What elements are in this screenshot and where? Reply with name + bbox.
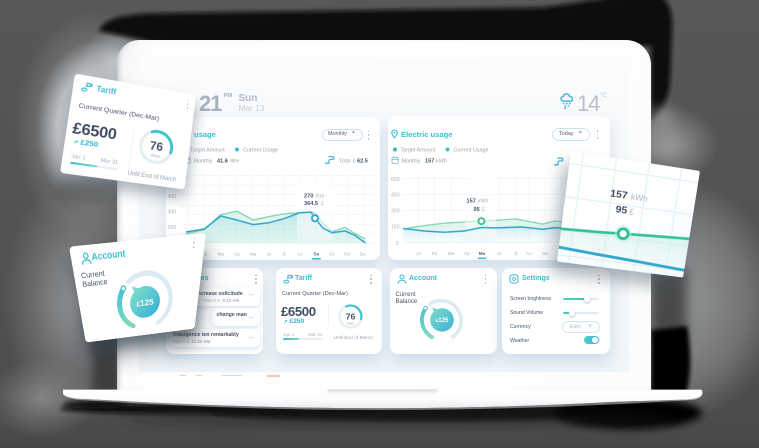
svg-text:kWh: kWh <box>630 192 648 204</box>
svg-text:Fe: Fe <box>432 251 438 256</box>
svg-text:Current Usage: Current Usage <box>243 147 278 152</box>
svg-text:£: £ <box>353 158 356 164</box>
svg-text:kWh: kWh <box>436 159 447 165</box>
svg-text:days: days <box>150 153 161 160</box>
svg-text:Se: Se <box>314 252 320 257</box>
svg-text:76: 76 <box>149 139 164 154</box>
svg-text:Oc: Oc <box>329 252 336 257</box>
svg-text:£: £ <box>629 207 636 217</box>
svg-text:Ma: Ma <box>448 251 455 256</box>
svg-text:Ap: Ap <box>464 251 470 256</box>
svg-text:Monthly: Monthly <box>194 158 213 164</box>
svg-text:Current Usage: Current Usage <box>454 147 489 152</box>
svg-text:Se: Se <box>542 251 548 256</box>
svg-text:76: 76 <box>346 311 356 321</box>
svg-text:95: 95 <box>615 203 629 217</box>
svg-text:157: 157 <box>609 187 628 202</box>
svg-text:Ma: Ma <box>479 251 486 256</box>
svg-text:De: De <box>360 252 366 257</box>
svg-text:Fe: Fe <box>202 252 208 257</box>
svg-text:Ja: Ja <box>416 251 421 256</box>
svg-text:£: £ <box>321 201 324 207</box>
svg-text:Jl: Jl <box>282 252 285 257</box>
svg-text:£: £ <box>482 207 485 213</box>
svg-text:£125: £125 <box>137 297 154 308</box>
svg-text:Total: Total <box>339 158 350 164</box>
svg-text:300: 300 <box>391 209 400 215</box>
svg-text:£125: £125 <box>436 318 449 324</box>
svg-text:0: 0 <box>396 241 399 247</box>
svg-text:Target Amount: Target Amount <box>401 147 436 152</box>
svg-text:Ma: Ma <box>250 252 257 257</box>
svg-text:270: 270 <box>304 194 313 200</box>
svg-text:Target Amount: Target Amount <box>190 147 225 152</box>
svg-text:Ju: Ju <box>497 251 502 256</box>
svg-text:Au: Au <box>526 251 532 256</box>
svg-text:litre: litre <box>316 194 324 200</box>
svg-text:600: 600 <box>391 177 400 183</box>
svg-text:Ap: Ap <box>234 252 240 257</box>
svg-text:200: 200 <box>168 225 177 231</box>
svg-text:62.5: 62.5 <box>357 158 368 164</box>
svg-text:Ju: Ju <box>266 252 271 257</box>
svg-text:days: days <box>347 321 354 325</box>
svg-text:364.5: 364.5 <box>304 201 318 207</box>
svg-text:157: 157 <box>467 199 476 205</box>
svg-text:No: No <box>344 252 350 257</box>
svg-text:450: 450 <box>391 193 400 199</box>
svg-text:Au: Au <box>297 252 303 257</box>
svg-text:Monthly: Monthly <box>402 159 421 165</box>
svg-text:400: 400 <box>168 194 177 200</box>
svg-text:Jl: Jl <box>514 251 517 256</box>
svg-text:litre: litre <box>231 158 240 164</box>
svg-text:kWh: kWh <box>478 199 488 205</box>
svg-text:41.6: 41.6 <box>217 158 228 164</box>
svg-text:157: 157 <box>425 159 434 165</box>
svg-text:150: 150 <box>391 224 400 230</box>
svg-text:Ma: Ma <box>217 252 224 257</box>
svg-text:95: 95 <box>474 207 480 213</box>
svg-text:300: 300 <box>168 209 177 215</box>
